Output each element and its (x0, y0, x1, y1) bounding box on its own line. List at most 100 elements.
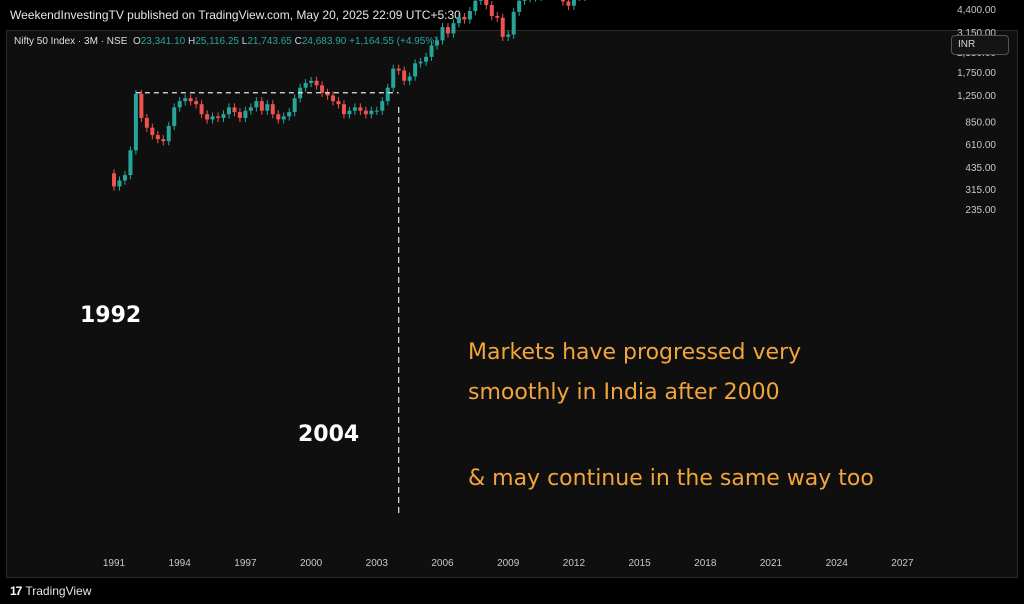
candle-body (144, 117, 149, 128)
candle-body (429, 45, 434, 57)
x-tick-label: 2018 (694, 558, 717, 569)
candle-body (112, 173, 116, 187)
candle-body (374, 110, 379, 112)
candle-body (522, 0, 527, 1)
annotation-note-line3: & may continue in the same way too (468, 466, 874, 491)
candle-body (489, 4, 494, 16)
candle-body (413, 63, 418, 77)
candle-body (380, 101, 385, 111)
candle-body (205, 114, 210, 120)
publish-line: WeekendInvestingTV published on TradingV… (10, 8, 461, 22)
candle-body (473, 0, 478, 12)
candle-body (259, 101, 264, 111)
candle-body (506, 34, 511, 37)
low-value: 21,743.65 (247, 36, 292, 47)
candle-body (248, 107, 253, 111)
candle-body (199, 104, 204, 115)
candle-body (276, 114, 281, 120)
candle-body (478, 0, 483, 1)
candle-body (385, 87, 390, 102)
x-tick-label: 2024 (826, 558, 849, 569)
candle-body (122, 175, 127, 181)
candle-body (216, 116, 221, 118)
x-tick-label: 2000 (300, 558, 323, 569)
y-tick-label: 3,150.00 (957, 28, 996, 39)
close-value: 24,683.90 (301, 36, 347, 47)
candle-body (243, 110, 248, 118)
candle-body (221, 114, 226, 118)
candle-body (177, 101, 182, 108)
candle-body (451, 23, 456, 34)
candle-body (133, 93, 138, 151)
high-key: H (188, 36, 196, 47)
candle-body (226, 107, 231, 115)
candle-body (325, 92, 330, 96)
candle-body (347, 110, 352, 115)
y-tick-label: 315.00 (965, 185, 996, 196)
x-tick-label: 1991 (103, 558, 126, 569)
candle-body (155, 135, 160, 140)
tradingview-brand-label: TradingView (25, 584, 92, 598)
x-tick-label: 2009 (497, 558, 520, 569)
x-tick-label: 2027 (891, 558, 914, 569)
candle-body (270, 104, 275, 115)
candle-body (150, 127, 155, 136)
candle-body (188, 98, 193, 102)
x-tick-label: 2003 (366, 558, 389, 569)
y-tick-label: 1,250.00 (957, 91, 996, 102)
candle-body (237, 112, 242, 118)
y-tick-label: 850.00 (965, 117, 996, 128)
candle-body (369, 110, 374, 115)
close-key: C (294, 36, 302, 47)
annotation-2004: 2004 (298, 422, 360, 447)
candle-body (210, 116, 215, 120)
candle-body (172, 107, 177, 126)
candle-body (440, 27, 445, 41)
symbol-label[interactable]: Nifty 50 Index · 3M · NSE (14, 36, 128, 47)
candle-body (396, 68, 401, 71)
ohlc-legend: Nifty 50 Index · 3M · NSE O23,341.10 H25… (14, 36, 438, 47)
candle-body (418, 61, 423, 64)
candle-body (517, 0, 522, 12)
high-value: 25,116.25 (195, 36, 239, 47)
candle-body (456, 16, 461, 24)
candle-body (331, 95, 335, 102)
candle-body (435, 40, 440, 46)
y-tick-label: 610.00 (965, 140, 996, 151)
annotation-note-line1: Markets have progressed very (468, 340, 802, 365)
candle-body (314, 80, 319, 86)
low-key: L (241, 36, 248, 47)
candle-body (424, 56, 429, 62)
candle-body (352, 107, 357, 111)
candle-body (161, 139, 166, 142)
x-tick-label: 2015 (628, 558, 651, 569)
candle-body (320, 85, 325, 93)
open-value: 23,341.10 (140, 36, 186, 47)
candle-body (391, 68, 396, 88)
x-tick-label: 1997 (234, 558, 257, 569)
candle-body (500, 17, 505, 37)
x-tick-label: 2012 (563, 558, 586, 569)
candle-body (128, 150, 133, 176)
candle-body (232, 107, 237, 113)
candle-body (363, 110, 368, 115)
candle-body (445, 27, 450, 34)
candle-body (341, 104, 346, 115)
y-tick-label: 1,750.00 (957, 68, 996, 79)
candle-body (303, 83, 308, 88)
candle-body (287, 112, 292, 117)
candle-body (265, 104, 270, 111)
candle-body (194, 101, 199, 105)
candle-body (166, 125, 171, 142)
x-tick-label: 2021 (760, 558, 783, 569)
candle-body (571, 0, 576, 6)
footer: 17 TradingView (0, 580, 1024, 604)
tradingview-brand[interactable]: 17 TradingView (10, 584, 91, 598)
candle-body (292, 98, 297, 113)
currency-button[interactable]: INR (951, 35, 1009, 55)
candle-body (309, 80, 314, 84)
candle-body (183, 98, 188, 102)
candle-body (462, 16, 467, 20)
y-tick-label: 4,400.00 (957, 5, 996, 16)
